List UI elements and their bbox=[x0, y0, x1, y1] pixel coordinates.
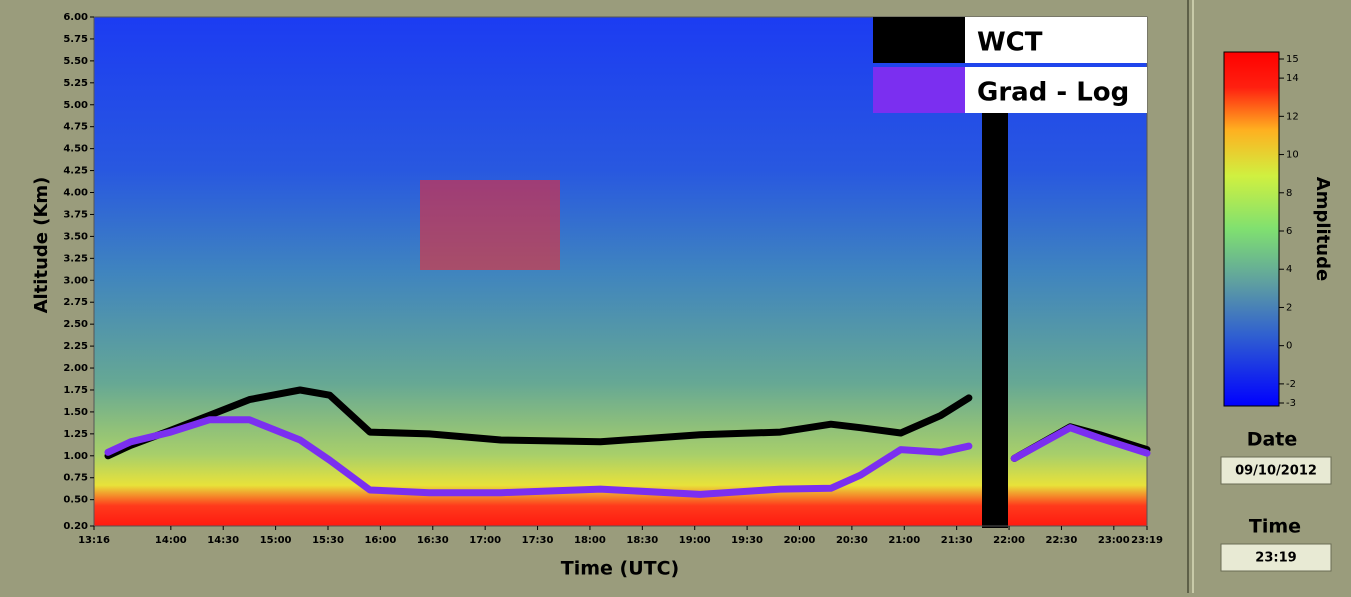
x-tick-label: 18:00 bbox=[574, 535, 606, 546]
colorbar-tick-label: 15 bbox=[1286, 54, 1299, 65]
colorbar bbox=[1223, 51, 1280, 407]
y-tick-label: 4.50 bbox=[63, 144, 88, 155]
y-tick-label: 4.00 bbox=[63, 188, 88, 199]
y-axis-label: Altitude (Km) bbox=[31, 177, 52, 314]
x-tick-label: 20:00 bbox=[784, 535, 816, 546]
y-tick-label: 2.50 bbox=[63, 319, 88, 330]
colorbar-tick-label: 14 bbox=[1286, 73, 1299, 84]
x-tick-label: 18:30 bbox=[626, 535, 658, 546]
x-tick-label: 19:30 bbox=[731, 535, 763, 546]
y-tick-label: 5.50 bbox=[63, 56, 88, 67]
x-tick-label: 17:30 bbox=[522, 535, 554, 546]
x-tick-label: 14:30 bbox=[207, 535, 239, 546]
y-tick-label: 1.75 bbox=[63, 385, 88, 396]
date-label: Date bbox=[1247, 429, 1298, 451]
x-tick-label: 17:00 bbox=[469, 535, 501, 546]
no-data-gap bbox=[982, 100, 1008, 528]
y-tick-label: 1.50 bbox=[63, 407, 88, 418]
colorbar-tick-label: 10 bbox=[1286, 150, 1299, 161]
legend-swatch bbox=[873, 17, 965, 63]
colorbar-tick-label: 4 bbox=[1286, 264, 1292, 275]
y-tick-label: 1.00 bbox=[63, 451, 88, 462]
colorbar-tick-label: 2 bbox=[1286, 302, 1292, 313]
y-tick-label: 4.25 bbox=[63, 166, 88, 177]
time-label: Time bbox=[1249, 516, 1301, 538]
series-line bbox=[104, 416, 1151, 498]
cloud-signal bbox=[420, 180, 560, 270]
colorbar-tick-label: 8 bbox=[1286, 188, 1292, 199]
y-tick-label: 5.75 bbox=[63, 34, 88, 45]
plot-frame bbox=[93, 16, 1148, 527]
date-value: 09/10/2012 bbox=[1235, 464, 1317, 479]
legend-box bbox=[965, 67, 1147, 113]
y-tick-label: 5.00 bbox=[63, 100, 88, 111]
y-tick-label: 3.75 bbox=[63, 209, 88, 220]
y-tick-label: 6.00 bbox=[63, 12, 88, 23]
x-axis-label: Time (UTC) bbox=[561, 558, 679, 580]
legend-swatch bbox=[873, 67, 965, 113]
colorbar-tick-label: -2 bbox=[1286, 379, 1296, 390]
y-tick-label: 4.75 bbox=[63, 122, 88, 133]
x-tick-label: 21:00 bbox=[888, 535, 920, 546]
x-tick-label: 16:30 bbox=[417, 535, 449, 546]
x-tick-label: 14:00 bbox=[155, 535, 187, 546]
y-tick-label: 3.50 bbox=[63, 231, 88, 242]
date-field bbox=[1220, 456, 1332, 485]
x-tick-label: 22:30 bbox=[1046, 535, 1078, 546]
colorbar-tick-label: 0 bbox=[1286, 341, 1292, 352]
colorbar-tick-label: 12 bbox=[1286, 111, 1299, 122]
x-tick-label: 19:00 bbox=[679, 535, 711, 546]
x-tick-label: 23:00 bbox=[1098, 535, 1130, 546]
x-tick-label: 23:19 bbox=[1131, 535, 1163, 546]
y-tick-label: 0.50 bbox=[63, 495, 88, 506]
y-tick-label: 3.00 bbox=[63, 275, 88, 286]
x-tick-label: 13:16 bbox=[78, 535, 110, 546]
y-tick-label: 2.00 bbox=[63, 363, 88, 374]
colorbar-tick-label: 6 bbox=[1286, 226, 1292, 237]
y-tick-label: 0.75 bbox=[63, 473, 88, 484]
x-tick-label: 21:30 bbox=[941, 535, 973, 546]
y-tick-label: 0.20 bbox=[63, 521, 88, 532]
y-tick-label: 5.25 bbox=[63, 78, 88, 89]
y-tick-label: 2.75 bbox=[63, 297, 88, 308]
time-value: 23:19 bbox=[1255, 551, 1296, 566]
colorbar-label: Amplitude bbox=[1312, 177, 1333, 281]
y-tick-label: 1.25 bbox=[63, 429, 88, 440]
legend-label: WCT bbox=[977, 28, 1043, 58]
time-field bbox=[1220, 543, 1332, 572]
legend-label: Grad - Log bbox=[977, 78, 1129, 108]
x-tick-label: 20:30 bbox=[836, 535, 868, 546]
y-tick-label: 3.25 bbox=[63, 253, 88, 264]
colorbar-tick-label: -3 bbox=[1286, 398, 1296, 409]
legend-box bbox=[965, 17, 1147, 63]
x-tick-label: 15:30 bbox=[312, 535, 344, 546]
x-tick-label: 15:00 bbox=[260, 535, 292, 546]
x-tick-label: 16:00 bbox=[364, 535, 396, 546]
x-tick-label: 22:00 bbox=[993, 535, 1025, 546]
y-tick-label: 2.25 bbox=[63, 341, 88, 352]
